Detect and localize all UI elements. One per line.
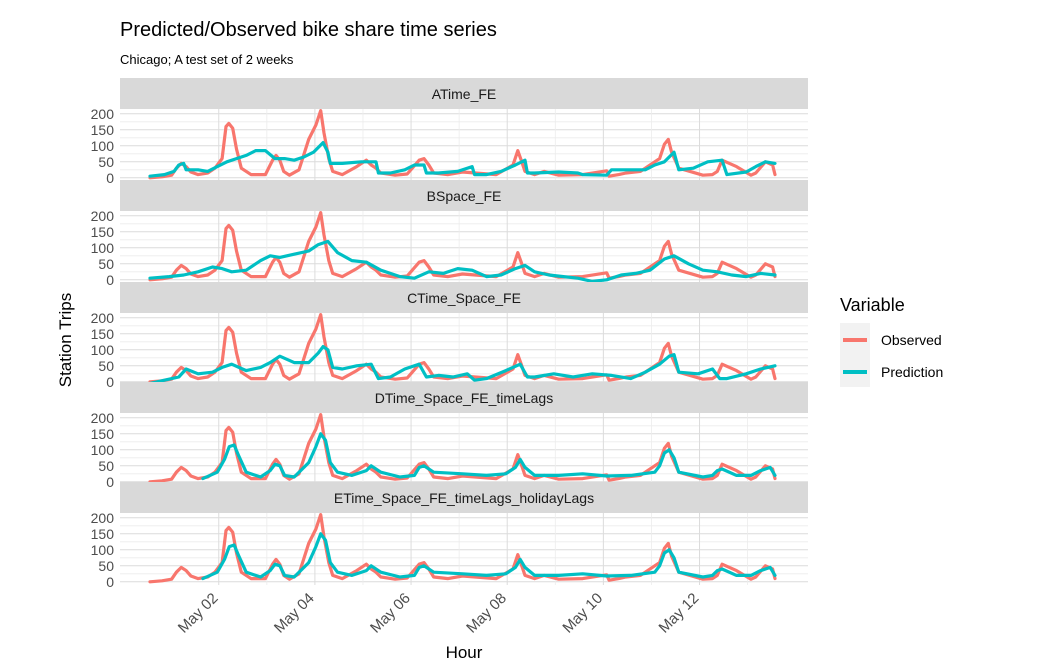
facet-strip-label: BSpace_FE [427,188,502,204]
legend-title: Variable [840,295,905,315]
y-tick-label: 200 [91,208,115,224]
series-line-observed [148,108,777,180]
y-tick-label: 100 [91,138,115,154]
y-tick-label: 100 [91,542,115,558]
facet-strip [120,180,808,211]
y-tick-label: 50 [98,358,114,374]
x-tick-label: May 08 [463,590,510,637]
series-line-observed [148,313,777,384]
y-tick-label: 0 [106,574,114,590]
series-line-observed [148,512,777,584]
facet-strip-label: ATime_FE [432,86,497,102]
y-tick-label: 200 [91,310,115,326]
y-tick-label: 50 [98,154,114,170]
y-tick-label: 200 [91,510,115,526]
y-tick-label: 50 [98,458,114,474]
y-tick-label: 200 [91,410,115,426]
series-line-prediction [148,141,777,178]
x-tick-label: May 10 [559,590,606,637]
y-tick-label: 0 [106,474,114,490]
facet-strip [120,78,808,109]
y-tick-label: 150 [91,224,115,240]
x-tick-label: May 12 [656,590,703,637]
y-tick-label: 150 [91,122,115,138]
facet-strip-label: CTime_Space_FE [407,290,521,306]
y-tick-label: 150 [91,526,115,542]
chart-title: Predicted/Observed bike share time serie… [120,19,497,41]
y-tick-label: 50 [98,256,114,272]
series-line-observed [148,413,777,484]
y-tick-label: 100 [91,342,115,358]
x-tick-label: May 04 [271,590,318,637]
series-line-prediction [201,532,777,581]
y-tick-label: 0 [106,272,114,288]
x-axis-title: Hour [446,643,483,662]
x-tick-label: May 06 [367,590,414,637]
y-tick-label: 50 [98,558,114,574]
chart-subtitle: Chicago; A test set of 2 weeks [120,52,294,67]
facet-strip-label: DTime_Space_FE_timeLags [375,390,553,406]
y-tick-label: 150 [91,326,115,342]
facet-strip [120,282,808,313]
series-line-prediction [201,432,777,481]
facet-strip [120,482,808,513]
y-tick-label: 0 [106,374,114,390]
y-tick-label: 100 [91,240,115,256]
y-axis-title: Station Trips [56,293,75,388]
y-tick-label: 0 [106,170,114,186]
legend-label-observed: Observed [881,332,942,348]
legend-label-prediction: Prediction [881,364,943,380]
series-line-observed [148,211,777,282]
y-tick-label: 200 [91,106,115,122]
x-tick-label: May 02 [175,590,222,637]
facet-strip-label: ETime_Space_FE_timeLags_holidayLags [334,490,594,506]
series-line-prediction [148,239,777,283]
series-line-prediction [148,345,777,385]
y-tick-label: 150 [91,426,115,442]
y-tick-label: 100 [91,442,115,458]
facet-strip [120,382,808,413]
